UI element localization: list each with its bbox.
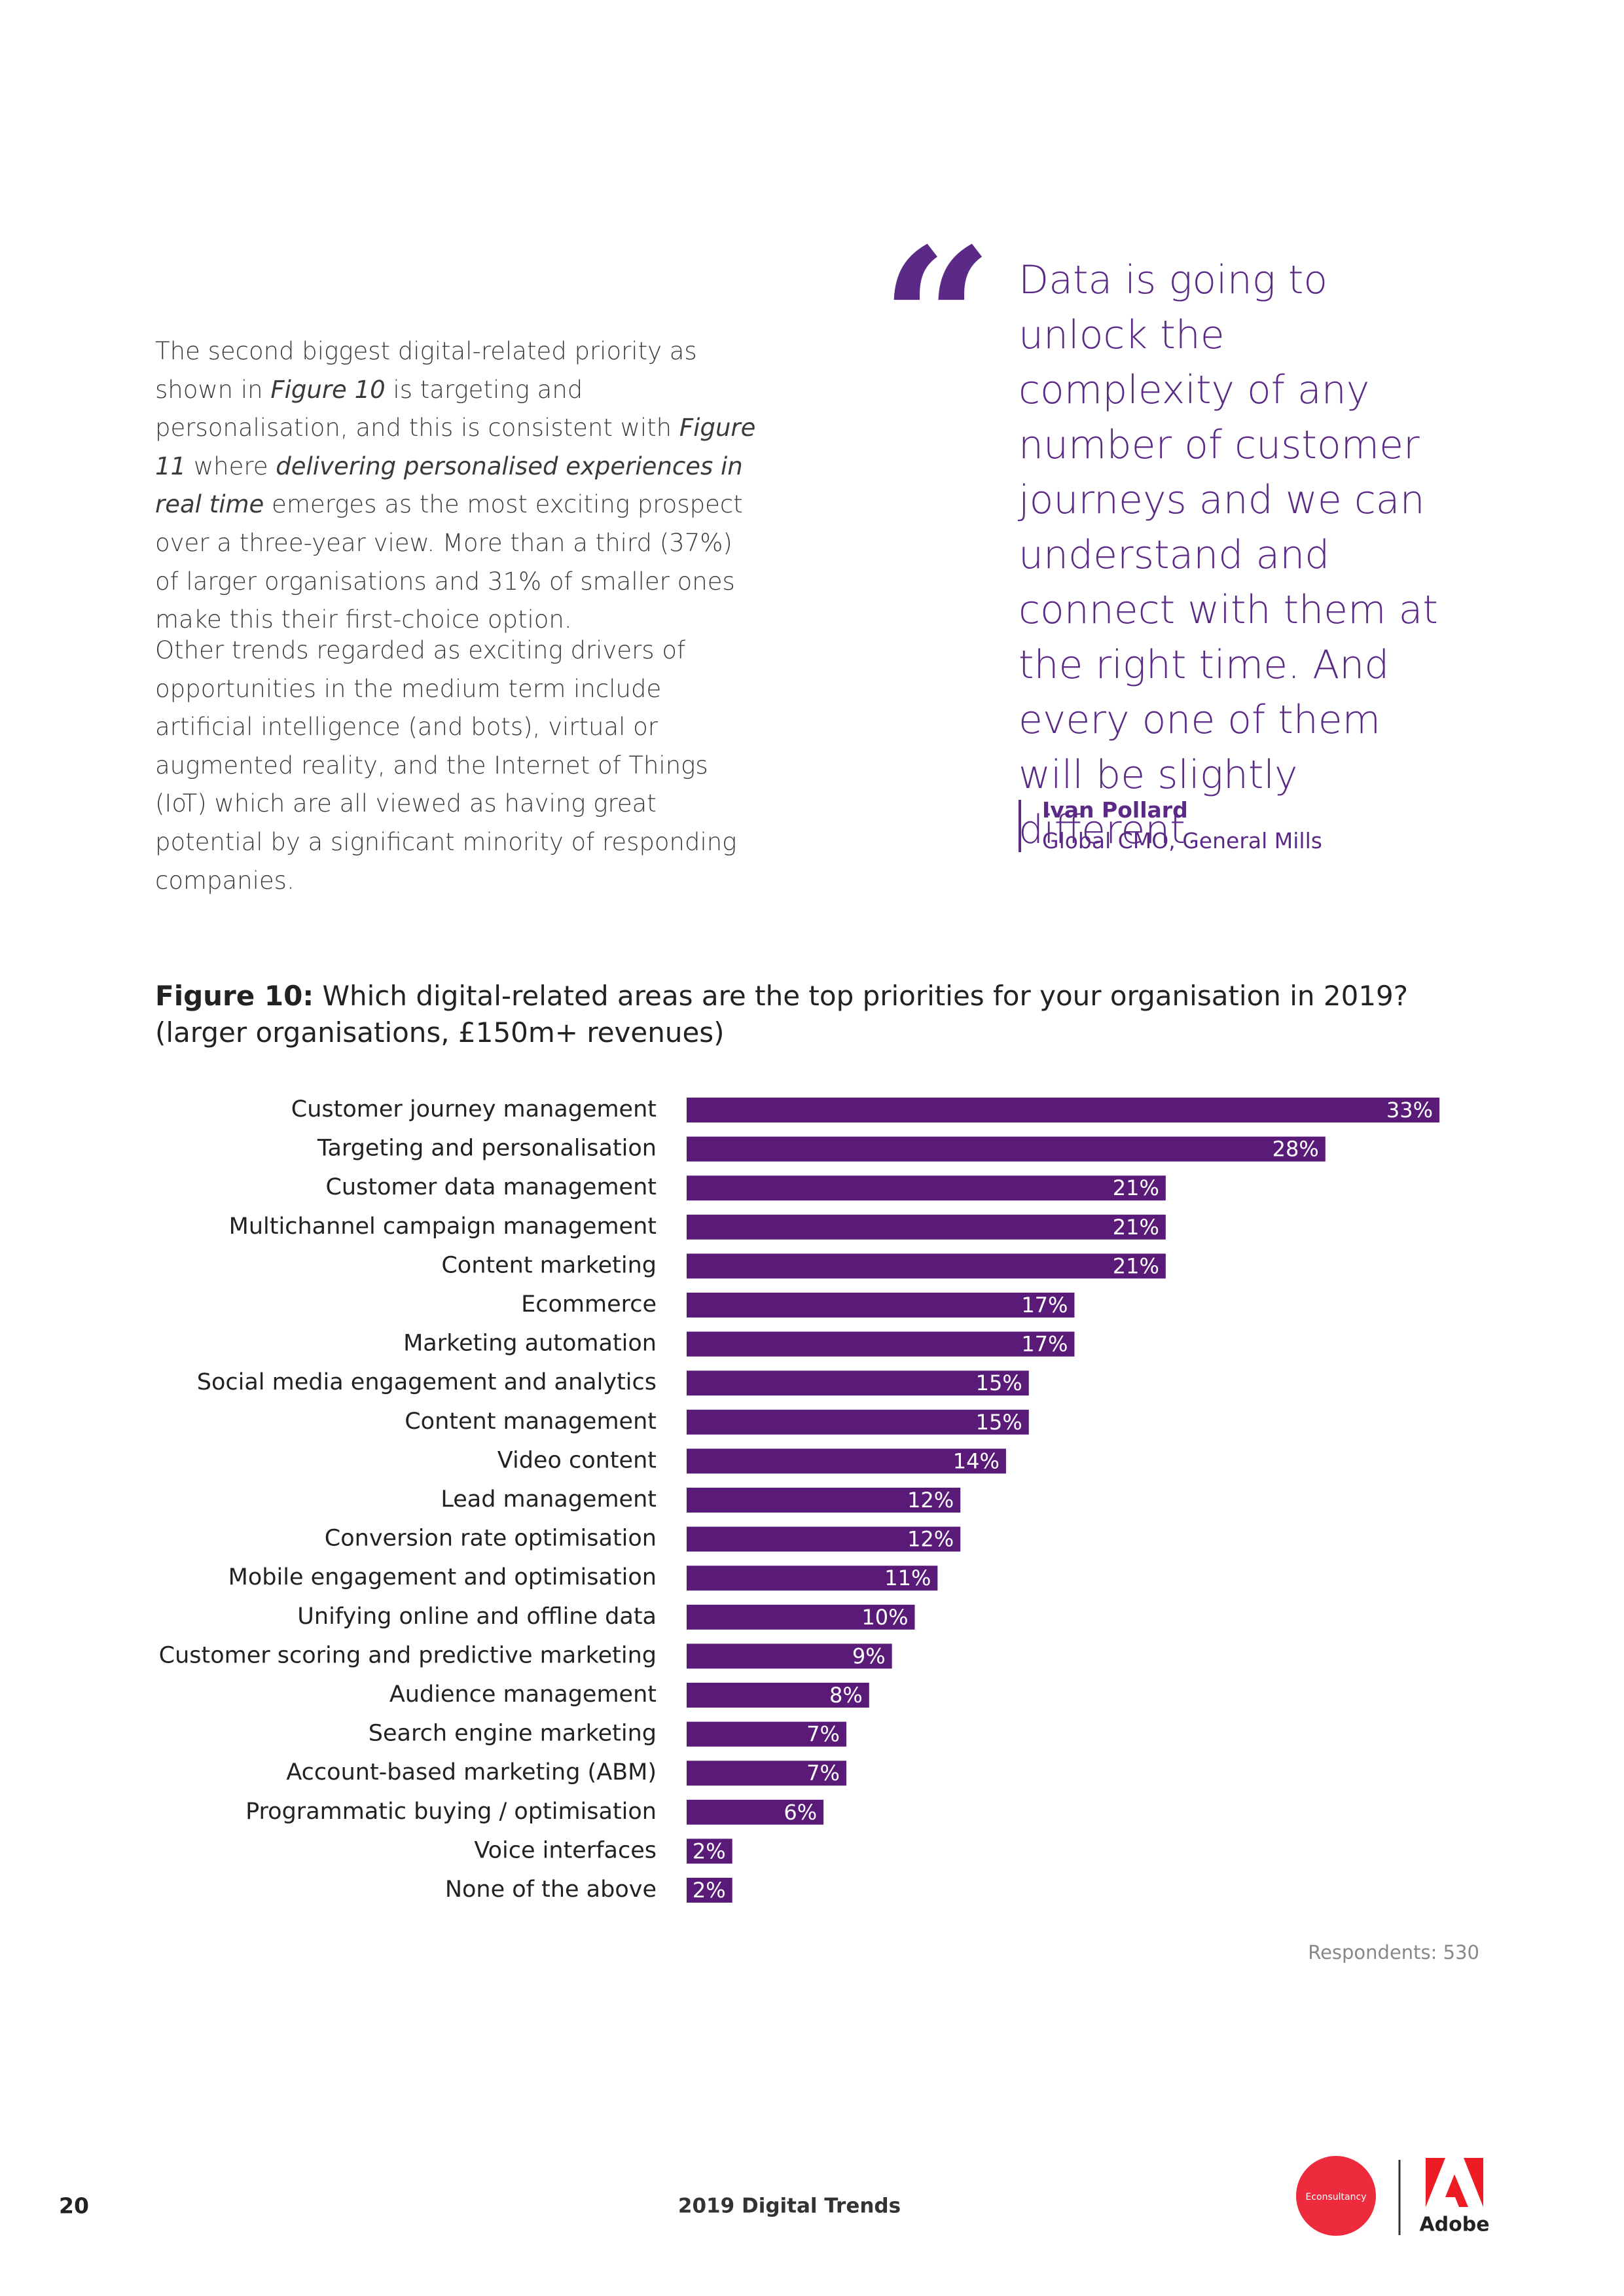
quote-author: Ivan Pollard: [1042, 797, 1188, 823]
text-run: where: [186, 452, 276, 480]
respondents-note: Respondents: 530: [1308, 1941, 1479, 1964]
category-label: Conversion rate optimisation: [325, 1526, 657, 1552]
title: Which digital-related areas are the top …: [322, 980, 1409, 1012]
value-label: 10%: [861, 1605, 908, 1630]
quote-text: Data is going to unlock the complexity o…: [1019, 257, 1438, 853]
econsultancy-text: Econsultancy: [1306, 2192, 1367, 2202]
subtitle: (larger organisations, £150m+ revenues): [155, 1016, 725, 1049]
value-label: 14%: [953, 1448, 1000, 1473]
category-label: Marketing automation: [403, 1331, 657, 1357]
category-label: Social media engagement and analytics: [197, 1369, 657, 1395]
value-label: 28%: [1272, 1137, 1319, 1162]
bar: [687, 1604, 915, 1630]
bar: [687, 1214, 1166, 1240]
bar: [687, 1566, 938, 1591]
category-label: Ecommerce: [521, 1291, 657, 1318]
attribution-bar: [1019, 800, 1021, 852]
title-line: Figure 10: Which digital-related areas a…: [155, 978, 1408, 1014]
category-label: Audience management: [389, 1681, 657, 1708]
title-label: Figure 10:: [155, 980, 314, 1012]
category-label: Lead management: [441, 1486, 657, 1513]
category-label: Search engine marketing: [369, 1721, 657, 1747]
value-label: 9%: [852, 1643, 886, 1668]
category-label: Multichannel campaign management: [229, 1213, 657, 1240]
text-run: emerges as the most exciting prospect ov…: [155, 490, 743, 634]
bar: [687, 1448, 1006, 1474]
bar: [687, 1371, 1029, 1396]
bar: [687, 1526, 961, 1552]
category-label: Customer scoring and predictive marketin…: [159, 1642, 657, 1668]
footer-title: 2019 Digital Trends: [678, 2195, 901, 2218]
category-label: Customer journey management: [291, 1096, 657, 1122]
italic-text: Figure 11: [155, 414, 756, 480]
econsultancy-logo: [1296, 2156, 1376, 2236]
category-label: Video content: [497, 1447, 657, 1473]
quote-role: Global CMO, General Mills: [1042, 828, 1322, 853]
category-label: Content management: [405, 1408, 657, 1435]
bar: [687, 1839, 732, 1864]
bar: [687, 1098, 1440, 1122]
value-label: 12%: [907, 1488, 954, 1513]
bar: [687, 1878, 732, 1903]
bar: [687, 1331, 1075, 1357]
value-label: 17%: [1021, 1332, 1068, 1357]
category-label: Programmatic buying / optimisation: [245, 1799, 657, 1825]
value-label: 2%: [693, 1878, 726, 1903]
paragraph: The second biggest digital-related prior…: [155, 332, 757, 639]
value-label: 8%: [829, 1683, 863, 1708]
bar: [687, 1253, 1166, 1279]
italic-text: Figure 10: [270, 375, 386, 404]
italic-text: delivering personalised experiences in r…: [155, 452, 743, 519]
value-label: 11%: [884, 1566, 931, 1590]
value-label: 6%: [784, 1800, 817, 1825]
value-label: 21%: [1113, 1253, 1159, 1278]
value-label: 2%: [693, 1839, 726, 1863]
bar: [687, 1799, 824, 1825]
bar: [687, 1293, 1075, 1318]
quote-mark: “: [880, 205, 994, 436]
bar: [687, 1136, 1326, 1162]
value-label: 33%: [1386, 1098, 1433, 1122]
category-label: None of the above: [445, 1876, 657, 1903]
value-label: 12%: [907, 1527, 954, 1552]
category-label: Account-based marketing (ABM): [286, 1759, 657, 1785]
bar: [687, 1409, 1029, 1435]
value-label: 15%: [976, 1371, 1022, 1395]
category-label: Voice interfaces: [474, 1837, 657, 1863]
adobe-text: Adobe: [1419, 2214, 1489, 2236]
adobe-logo: [1426, 2158, 1483, 2207]
text-run: is targeting and personalisation, and th…: [155, 375, 679, 442]
bar: [687, 1721, 846, 1747]
value-label: 21%: [1113, 1215, 1159, 1240]
bar: [687, 1761, 846, 1786]
category-label: Targeting and personalisation: [317, 1136, 657, 1162]
category-label: Content marketing: [441, 1252, 657, 1278]
bar: [687, 1488, 961, 1513]
page-number: 20: [59, 2193, 89, 2219]
text-run: The second biggest digital-related prior…: [155, 337, 697, 404]
category-label: Mobile engagement and optimisation: [228, 1564, 657, 1590]
bar: [687, 1683, 869, 1708]
bar: [687, 1643, 892, 1669]
value-label: 17%: [1021, 1293, 1068, 1318]
category-label: Unifying online and offline data: [297, 1604, 657, 1630]
value-label: 7%: [806, 1761, 840, 1785]
value-label: 7%: [806, 1722, 840, 1747]
figure-title: Figure 10: Which digital-related areas a…: [155, 978, 1408, 1051]
value-label: 15%: [976, 1410, 1022, 1435]
paragraph: Other trends regarded as exciting driver…: [155, 632, 757, 900]
text-run: Other trends regarded as exciting driver…: [155, 636, 737, 895]
bar: [687, 1175, 1166, 1201]
value-label: 21%: [1113, 1175, 1159, 1200]
category-label: Customer data management: [325, 1174, 657, 1200]
